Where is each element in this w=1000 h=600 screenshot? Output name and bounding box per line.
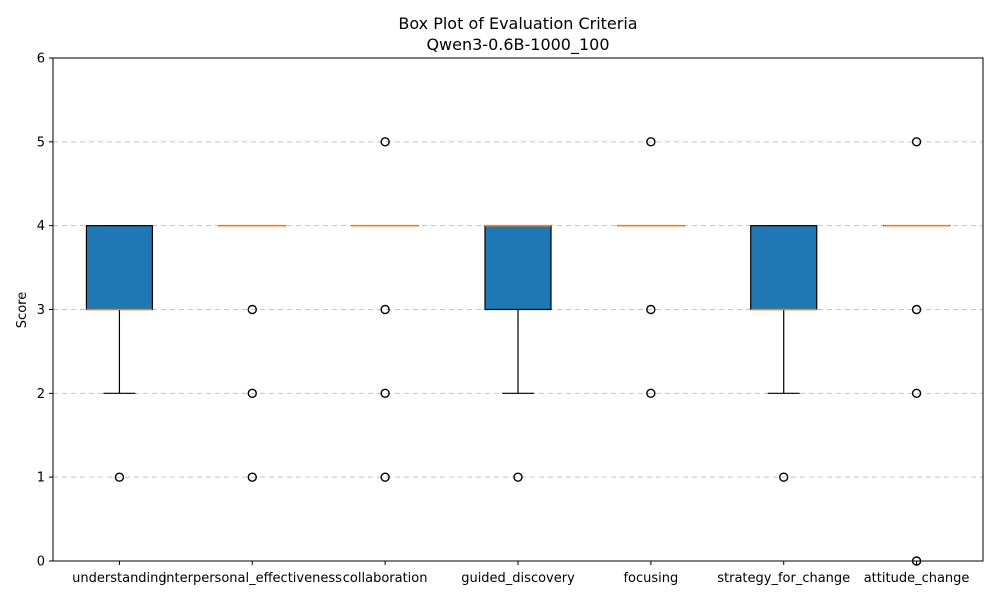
outlier-point [911, 137, 922, 147]
box-collaboration [351, 137, 419, 482]
outlier-point [247, 472, 257, 482]
y-tick-label: 4 [37, 219, 45, 234]
x-axis-ticks: understandinginterpersonal_effectiveness… [72, 561, 969, 586]
box-interpersonal_effectiveness [218, 224, 286, 482]
x-tick-label: focusing [623, 571, 678, 586]
y-tick-label: 0 [37, 555, 45, 570]
iqr-box [750, 225, 818, 311]
y-tick-label: 6 [37, 52, 45, 67]
box-focusing [617, 137, 685, 399]
y-tick-label: 5 [37, 135, 45, 150]
y-tick-label: 1 [37, 471, 45, 486]
x-tick-label: strategy_for_change [717, 571, 850, 586]
outlier-point [380, 304, 390, 315]
x-tick-label: interpersonal_effectiveness [163, 571, 342, 586]
chart-title: Box Plot of Evaluation Criteria [398, 14, 637, 33]
box-guided_discovery [484, 224, 552, 482]
x-tick-label: attitude_change [864, 571, 970, 586]
outlier-point [646, 388, 656, 399]
y-axis-label: Score [15, 292, 30, 328]
outlier-point [247, 388, 257, 399]
y-axis-ticks: 0 1 2 3 4 5 6 [37, 52, 53, 570]
box-attitude_change [882, 137, 951, 566]
outlier-point [380, 472, 390, 482]
chart-subtitle: Qwen3-0.6B-1000_100 [426, 35, 609, 55]
outlier-point [779, 472, 789, 482]
outlier-point [911, 304, 922, 315]
outlier-point [114, 472, 125, 482]
outlier-point [247, 304, 257, 315]
iqr-box [85, 225, 154, 311]
outlier-point [646, 304, 656, 315]
x-tick-label: collaboration [343, 571, 428, 586]
outlier-point [646, 137, 656, 147]
iqr-box [484, 225, 552, 311]
outlier-point [911, 388, 922, 399]
x-tick-label: understanding [72, 571, 167, 586]
x-tick-label: guided_discovery [461, 571, 575, 586]
box-strategy_for_change [750, 225, 818, 482]
outlier-point [380, 137, 390, 147]
box-understanding [85, 225, 154, 482]
outlier-point [380, 388, 390, 399]
y-tick-label: 3 [37, 303, 45, 318]
y-tick-label: 2 [37, 387, 45, 402]
box-layer [85, 137, 951, 566]
outlier-point [513, 472, 523, 482]
